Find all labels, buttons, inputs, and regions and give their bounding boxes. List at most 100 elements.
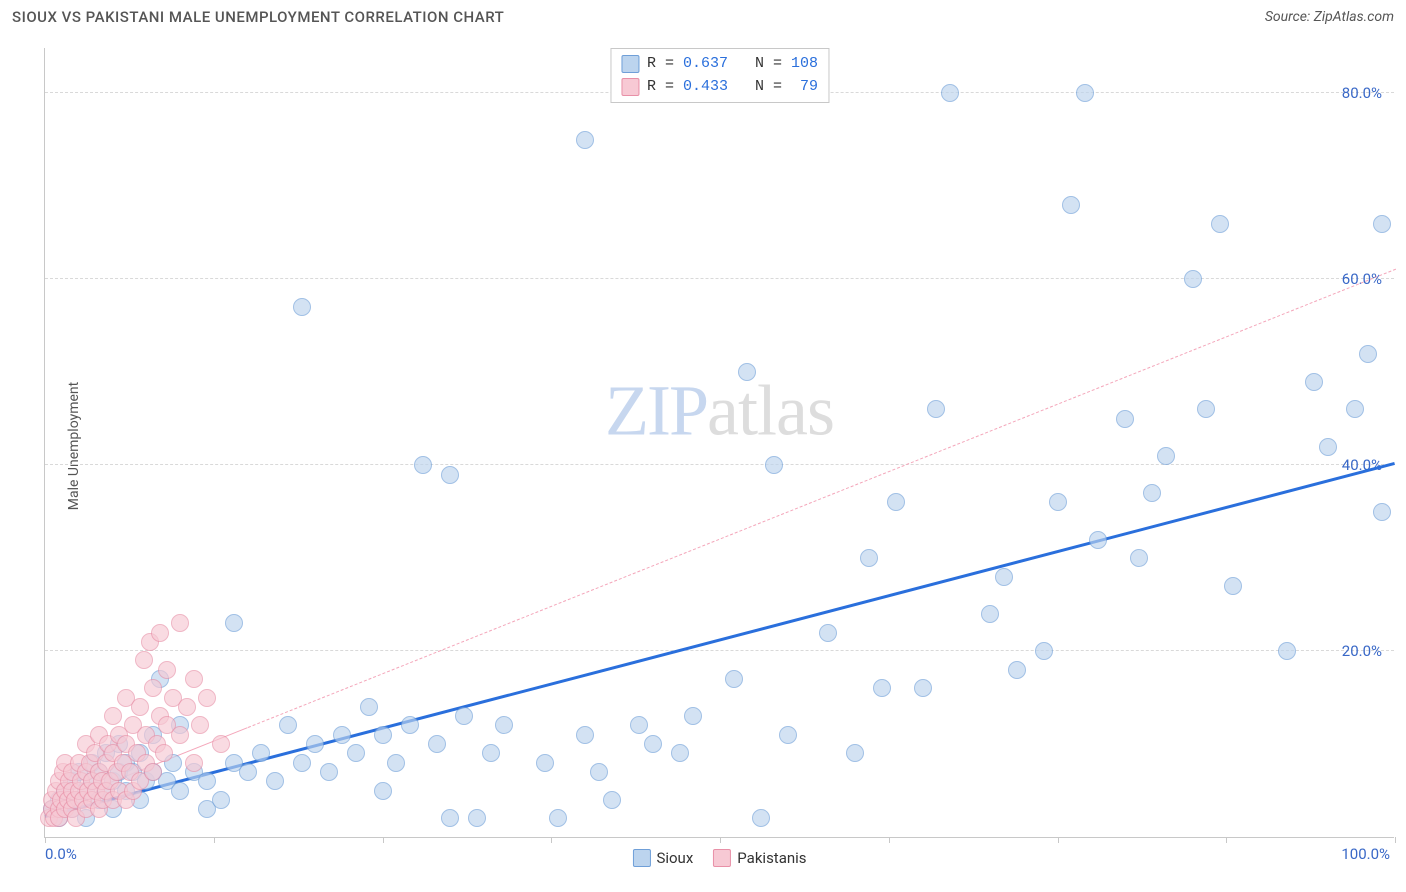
data-point [198, 689, 216, 707]
data-point [1008, 661, 1026, 679]
data-point [1049, 493, 1067, 511]
data-point [1076, 84, 1094, 102]
data-point [482, 744, 500, 762]
data-point [104, 707, 122, 725]
legend-swatch [621, 55, 639, 73]
data-point [603, 791, 621, 809]
data-point [144, 679, 162, 697]
data-point [752, 809, 770, 827]
data-point [185, 754, 203, 772]
data-point [1184, 270, 1202, 288]
legend-item: Sioux [632, 849, 693, 867]
data-point [441, 809, 459, 827]
x-tick [720, 837, 721, 843]
data-point [225, 614, 243, 632]
data-point [158, 661, 176, 679]
x-tick [551, 837, 552, 843]
data-point [191, 716, 209, 734]
data-point [738, 363, 756, 381]
legend-series: Sioux Pakistanis [632, 849, 806, 867]
data-point [171, 782, 189, 800]
data-point [360, 698, 378, 716]
data-point [155, 744, 173, 762]
data-point [171, 726, 189, 744]
data-point [428, 735, 446, 753]
y-tick-label: 80.0% [1342, 84, 1382, 102]
data-point [846, 744, 864, 762]
legend-swatch [713, 849, 731, 867]
data-point [185, 670, 203, 688]
watermark-zip: ZIP [605, 370, 707, 450]
data-point [151, 624, 169, 642]
data-point [455, 707, 473, 725]
data-point [941, 84, 959, 102]
data-point [252, 744, 270, 762]
data-point [1089, 531, 1107, 549]
data-point [401, 716, 419, 734]
x-tick-label-min: 0.0% [45, 845, 77, 863]
legend-stat-row: R = 0.637 N = 108 [621, 53, 818, 76]
data-point [306, 735, 324, 753]
data-point [1062, 196, 1080, 214]
data-point [1346, 400, 1364, 418]
data-point [590, 763, 608, 781]
data-point [1359, 345, 1377, 363]
data-point [1197, 400, 1215, 418]
legend-item: Pakistanis [713, 849, 806, 867]
data-point [819, 624, 837, 642]
data-point [1157, 447, 1175, 465]
data-point [1130, 549, 1148, 567]
legend-stats: R = 0.637 N = 108R = 0.433 N = 79 [610, 48, 829, 103]
data-point [495, 716, 513, 734]
data-point [320, 763, 338, 781]
data-point [779, 726, 797, 744]
x-tick [1058, 837, 1059, 843]
legend-label: Sioux [656, 849, 693, 867]
data-point [630, 716, 648, 734]
trend-line [247, 269, 1395, 728]
data-point [1035, 642, 1053, 660]
data-point [549, 809, 567, 827]
data-point [171, 614, 189, 632]
data-point [576, 726, 594, 744]
data-point [860, 549, 878, 567]
x-tick [889, 837, 890, 843]
data-point [725, 670, 743, 688]
watermark-atlas: atlas [707, 370, 834, 450]
data-point [684, 707, 702, 725]
data-point [293, 298, 311, 316]
data-point [576, 131, 594, 149]
data-point [1305, 373, 1323, 391]
data-point [1319, 438, 1337, 456]
legend-swatch [632, 849, 650, 867]
data-point [1224, 577, 1242, 595]
x-tick [1226, 837, 1227, 843]
data-point [1143, 484, 1161, 502]
chart-plot-area: ZIPatlas R = 0.637 N = 108R = 0.433 N = … [44, 48, 1394, 838]
data-point [927, 400, 945, 418]
y-tick-label: 20.0% [1342, 642, 1382, 660]
legend-stat-text: R = 0.433 N = 79 [647, 76, 818, 99]
x-tick-label-max: 100.0% [1341, 845, 1390, 863]
data-point [347, 744, 365, 762]
data-point [1278, 642, 1296, 660]
data-point [765, 456, 783, 474]
data-point [333, 726, 351, 744]
chart-title: SIOUX VS PAKISTANI MALE UNEMPLOYMENT COR… [12, 8, 504, 26]
data-point [178, 698, 196, 716]
data-point [293, 754, 311, 772]
data-point [212, 735, 230, 753]
data-point [1373, 503, 1391, 521]
x-tick [383, 837, 384, 843]
gridline [45, 464, 1394, 465]
legend-stat-text: R = 0.637 N = 108 [647, 53, 818, 76]
data-point [671, 744, 689, 762]
legend-label: Pakistanis [737, 849, 806, 867]
data-point [239, 763, 257, 781]
gridline [45, 650, 1394, 651]
data-point [441, 466, 459, 484]
data-point [468, 809, 486, 827]
legend-swatch [621, 78, 639, 96]
source-label: Source: ZipAtlas.com [1265, 9, 1394, 25]
x-tick [1395, 837, 1396, 843]
